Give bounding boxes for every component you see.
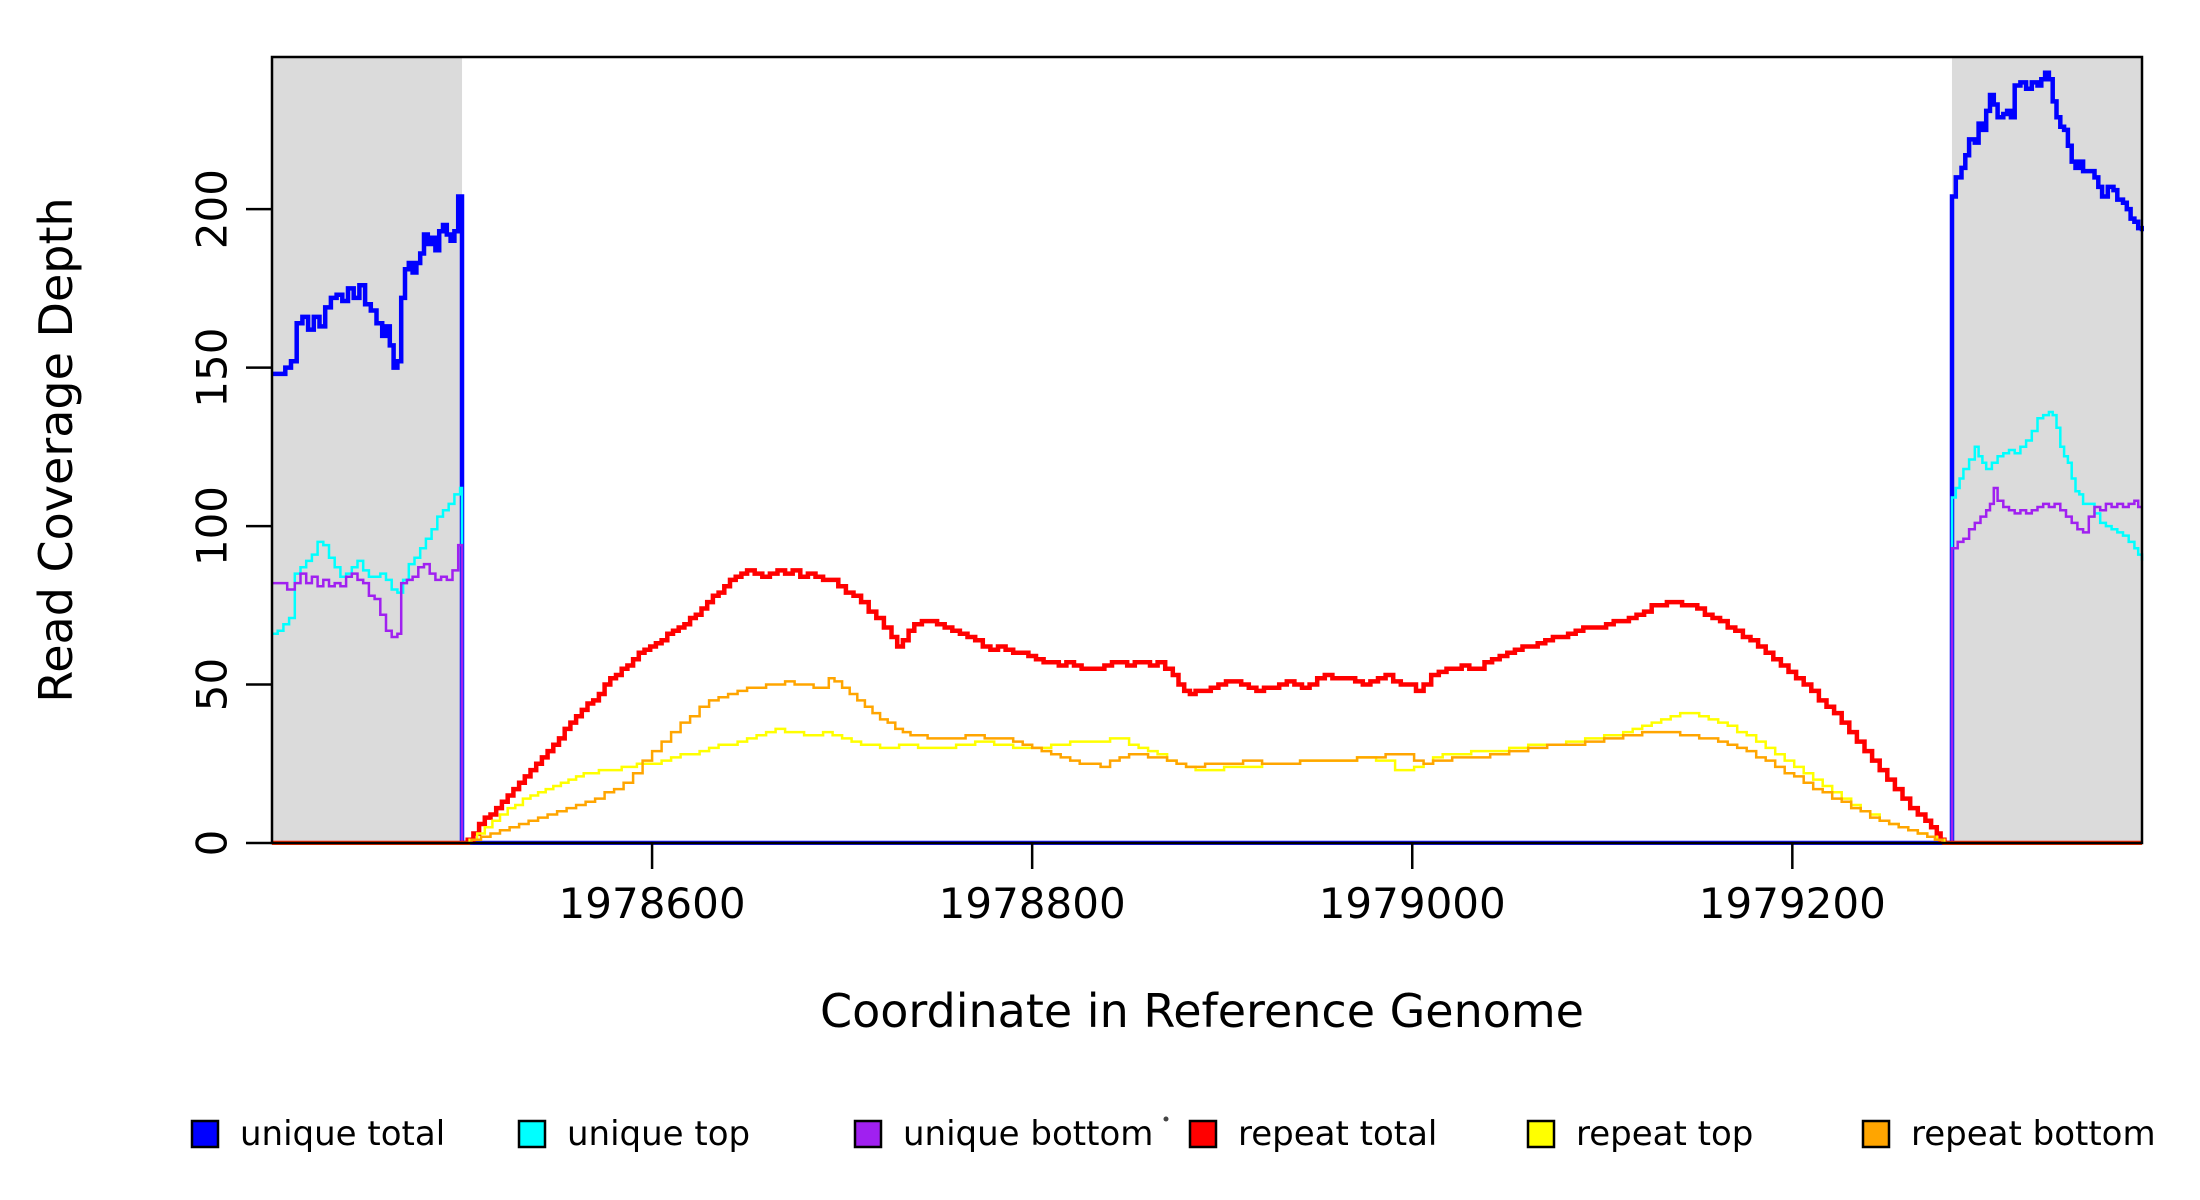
series-line-unique-total <box>272 70 2144 845</box>
stray-dot <box>1163 1116 1169 1122</box>
x-tick-label: 1979200 <box>1699 879 1886 928</box>
y-tick-label: 100 <box>188 486 237 566</box>
legend-swatch-unique-total <box>190 1119 220 1149</box>
legend-swatch-unique-bottom <box>853 1119 883 1149</box>
y-tick-label: 0 <box>188 830 237 857</box>
legend-item-repeat-bottom: repeat bottom <box>1861 1114 2156 1154</box>
y-tick-label: 200 <box>188 169 237 249</box>
legend-label-repeat-top: repeat top <box>1576 1114 1753 1154</box>
legend-item-repeat-top: repeat top <box>1526 1114 1753 1154</box>
axis-ticks: 1978600 1978800 1979000 1979200 0 50 100 150 200 <box>188 169 1886 928</box>
series-line-repeat-bottom <box>272 676 2142 845</box>
legend-swatch-unique-top <box>517 1119 547 1149</box>
series-line-unique-bottom <box>272 486 2142 845</box>
series-line-repeat-total <box>272 568 2142 845</box>
legend-swatch-repeat-top <box>1526 1119 1556 1149</box>
legend-label-repeat-bottom: repeat bottom <box>1911 1114 2156 1154</box>
shaded-region-left <box>272 57 463 843</box>
legend-swatch-repeat-total <box>1188 1119 1218 1149</box>
shaded-region-right <box>1951 57 2142 843</box>
legend-swatch-repeat-bottom <box>1861 1119 1891 1149</box>
legend-item-unique-bottom: unique bottom <box>853 1114 1153 1154</box>
legend-item-unique-top: unique top <box>517 1114 750 1154</box>
legend-item-unique-total: unique total <box>190 1114 445 1154</box>
legend-label-unique-top: unique top <box>567 1114 750 1154</box>
legend: unique total unique top unique bottom repea… <box>190 1114 2156 1154</box>
y-axis-title: Read Coverage Depth <box>29 197 83 702</box>
legend-item-repeat-total: repeat total <box>1188 1114 1437 1154</box>
x-tick-label: 1978800 <box>939 879 1126 928</box>
y-tick-label: 150 <box>188 328 237 408</box>
series-line-unique-top <box>272 410 2144 845</box>
shaded-unique-regions <box>272 57 2142 843</box>
legend-label-unique-bottom: unique bottom <box>903 1114 1153 1154</box>
plot-border <box>270 55 2144 845</box>
series-line-repeat-top <box>272 711 2142 845</box>
x-tick-label: 1978600 <box>559 879 746 928</box>
legend-label-unique-total: unique total <box>240 1114 445 1154</box>
series-lines <box>272 70 2144 845</box>
x-tick-label: 1979000 <box>1319 879 1506 928</box>
y-tick-label: 50 <box>188 658 237 711</box>
x-axis-title: Coordinate in Reference Genome <box>820 984 1584 1038</box>
legend-label-repeat-total: repeat total <box>1238 1114 1437 1154</box>
